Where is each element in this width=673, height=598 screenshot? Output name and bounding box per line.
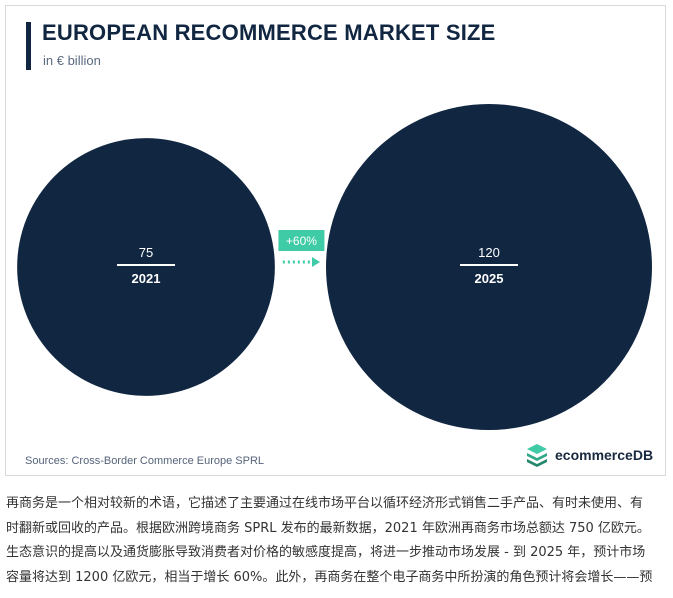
chart-card: EUROPEAN RECOMMERCE MARKET SIZE in € bil…: [5, 5, 666, 476]
brand-name: ecommerceDB: [555, 447, 654, 463]
bubble-category-label: 2025: [475, 271, 504, 286]
growth-badge-label: +60%: [286, 234, 317, 248]
bubble-value-label: 75: [139, 245, 153, 260]
article-line: 再商务是一个相对较新的术语，它描述了主要通过在线市场平台以循环经济形式销售二手产…: [6, 496, 644, 511]
article-line: 生态意识的提高以及通货膨胀导致消费者对价格的敏感度提高，将进一步推动市场发展 -…: [6, 545, 646, 560]
article-line: 时翻新或回收的产品。根据欧洲跨境商务 SPRL 发布的最新数据，2021 年欧洲…: [6, 520, 650, 536]
brand-logo[interactable]: ecommerceDB: [525, 443, 653, 467]
chart-subtitle: in € billion: [43, 53, 101, 68]
chart-title: EUROPEAN RECOMMERCE MARKET SIZE: [42, 20, 496, 45]
bubble-2021: [17, 138, 275, 396]
bubble-category-label: 2021: [132, 271, 161, 286]
bubble-chart: 75 2021 120 2025 +60%: [17, 104, 652, 430]
growth-arrow-head: [312, 257, 320, 267]
bubble-value-label: 120: [478, 245, 500, 260]
article-paragraph: 再商务是一个相对较新的术语，它描述了主要通过在线市场平台以循环经济形式销售二手产…: [6, 492, 668, 590]
chart-source: Sources: Cross-Border Commerce Europe SP…: [25, 455, 265, 467]
stack-logo-icon: [527, 444, 547, 467]
article-line: 容量将达到 1200 亿欧元，相当于增长 60%。此外，再商务在整个电子商务中所…: [6, 569, 653, 585]
bubble-2025: [326, 104, 652, 430]
growth-badge: [278, 230, 325, 251]
title-accent-bar: [26, 22, 31, 70]
